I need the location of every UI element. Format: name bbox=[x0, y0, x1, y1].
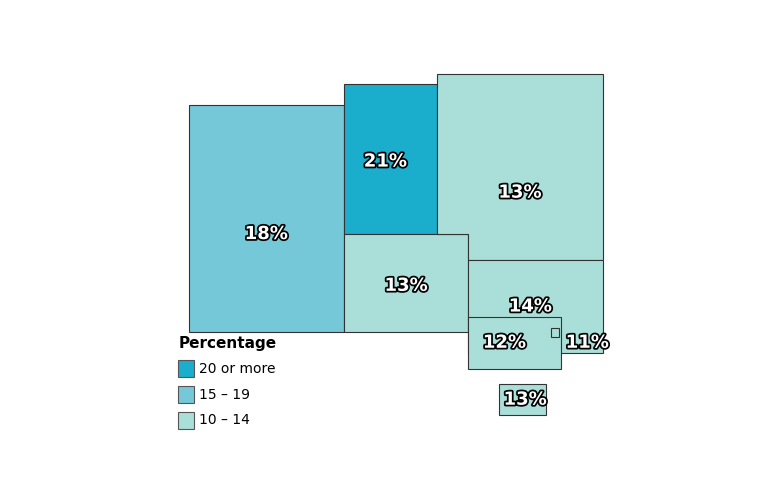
Polygon shape bbox=[344, 84, 437, 234]
Polygon shape bbox=[468, 317, 562, 369]
Bar bbox=[178, 386, 194, 403]
Text: 10 – 14: 10 – 14 bbox=[199, 413, 250, 427]
Text: Percentage: Percentage bbox=[178, 336, 277, 351]
Polygon shape bbox=[344, 234, 468, 333]
Text: 13%: 13% bbox=[504, 391, 546, 408]
Polygon shape bbox=[468, 260, 603, 353]
Polygon shape bbox=[189, 105, 344, 333]
Text: 12%: 12% bbox=[483, 334, 526, 352]
Text: 14%: 14% bbox=[509, 298, 552, 316]
Polygon shape bbox=[551, 328, 559, 336]
Polygon shape bbox=[437, 74, 603, 260]
Text: 13%: 13% bbox=[385, 277, 427, 295]
Text: 13%: 13% bbox=[498, 183, 542, 202]
Text: 20 or more: 20 or more bbox=[199, 362, 276, 376]
Text: 11%: 11% bbox=[565, 334, 609, 352]
Bar bbox=[178, 361, 194, 377]
Polygon shape bbox=[499, 384, 546, 415]
Text: 18%: 18% bbox=[245, 225, 288, 243]
Text: 15 – 19: 15 – 19 bbox=[199, 388, 250, 402]
Bar bbox=[178, 412, 194, 429]
Text: 21%: 21% bbox=[363, 152, 407, 170]
